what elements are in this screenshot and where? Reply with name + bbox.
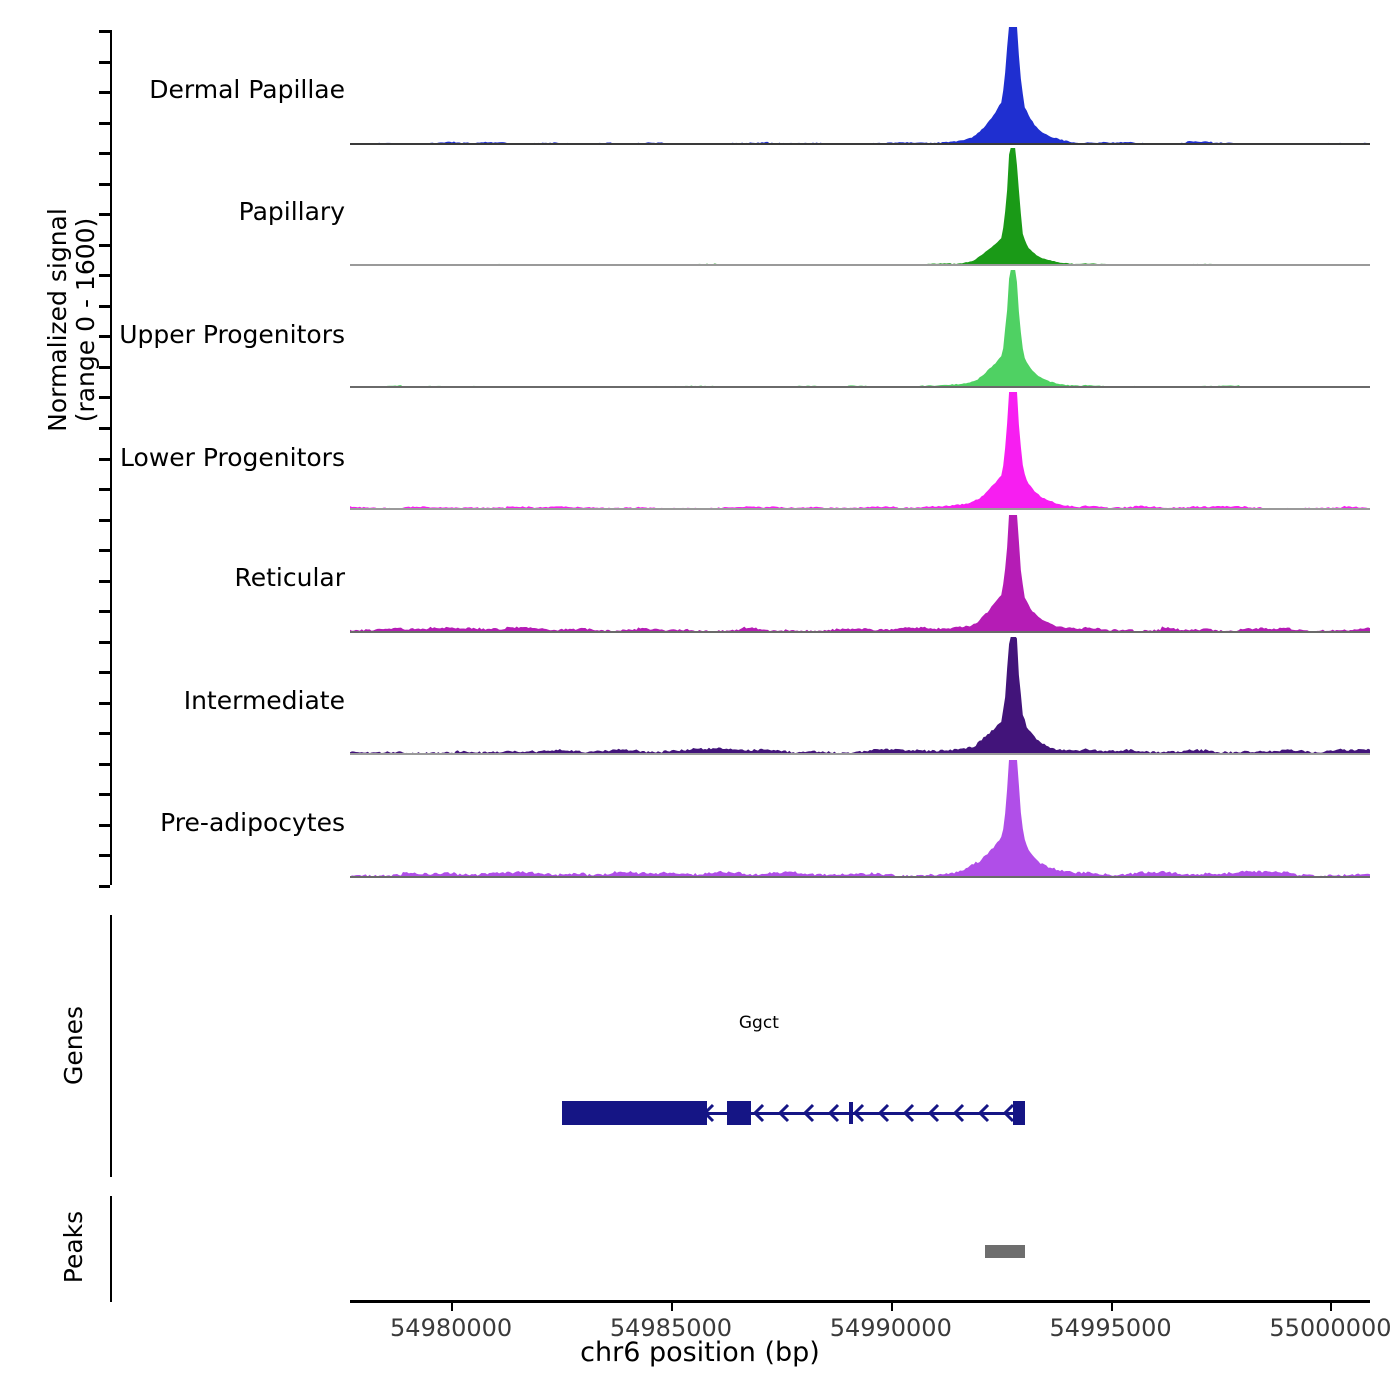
gene-exon bbox=[849, 1102, 853, 1124]
signal-y-tick bbox=[99, 121, 110, 125]
signal-y-tick bbox=[99, 91, 110, 95]
peaks-y-spine bbox=[110, 1196, 112, 1302]
signal-y-tick bbox=[99, 640, 110, 644]
track-label-upper-progenitors: Upper Progenitors bbox=[119, 320, 345, 349]
signal-tracks-panel: Dermal Papillae Papillary Upper Progenitor… bbox=[119, 27, 1370, 878]
x-axis-tick bbox=[670, 1303, 673, 1311]
signal-y-tick bbox=[99, 793, 110, 797]
signal-track bbox=[350, 27, 1370, 145]
x-axis-tick-label: 54990000 bbox=[829, 1314, 952, 1342]
y-axis-label-peaks: Peaks bbox=[58, 1192, 88, 1302]
signal-y-tick bbox=[99, 60, 110, 64]
signal-track bbox=[350, 270, 1370, 388]
track-label-lower-progenitors: Lower Progenitors bbox=[120, 443, 345, 472]
signal-y-tick bbox=[99, 732, 110, 736]
track-label-intermediate: Intermediate bbox=[183, 686, 345, 715]
track-label-papillary: Papillary bbox=[238, 197, 345, 226]
signal-y-tick bbox=[99, 518, 110, 522]
signal-y-tick bbox=[99, 549, 110, 553]
x-axis-tick-label: 55000000 bbox=[1269, 1314, 1392, 1342]
peak-feature bbox=[985, 1245, 1025, 1258]
signal-y-tick bbox=[99, 365, 110, 369]
signal-y-tick bbox=[99, 610, 110, 614]
signal-y-tick bbox=[99, 274, 110, 278]
peaks-label-text: Peaks bbox=[58, 1210, 88, 1284]
signal-y-tick bbox=[99, 396, 110, 400]
track-baseline bbox=[350, 386, 1370, 388]
x-axis-line bbox=[350, 1300, 1370, 1303]
x-axis-label: chr6 position (bp) bbox=[580, 1337, 820, 1368]
gene-exon bbox=[726, 1101, 752, 1125]
x-axis-tick-label: 54985000 bbox=[609, 1314, 733, 1342]
track-baseline bbox=[350, 508, 1370, 510]
track-baseline bbox=[350, 143, 1370, 145]
genes-y-spine bbox=[110, 915, 112, 1177]
gene-exon bbox=[561, 1101, 707, 1125]
signal-y-tick bbox=[99, 213, 110, 217]
signal-y-spine bbox=[99, 30, 112, 888]
signal-track bbox=[350, 148, 1370, 266]
gene-name-label: Ggct bbox=[738, 1013, 779, 1033]
signal-track bbox=[350, 515, 1370, 633]
x-axis-tick bbox=[451, 1303, 454, 1311]
signal-track bbox=[350, 637, 1370, 755]
track-label-reticular: Reticular bbox=[234, 563, 345, 592]
signal-y-tick bbox=[99, 304, 110, 308]
x-axis-tick bbox=[1330, 1303, 1333, 1311]
signal-y-tick bbox=[99, 823, 110, 827]
signal-y-tick bbox=[99, 885, 110, 888]
track-baseline bbox=[350, 753, 1370, 755]
gene-exon bbox=[1013, 1101, 1025, 1125]
track-baseline bbox=[350, 264, 1370, 266]
signal-y-tick bbox=[99, 762, 110, 766]
x-axis-tick bbox=[1110, 1303, 1113, 1311]
signal-track bbox=[350, 760, 1370, 878]
signal-y-tick bbox=[99, 579, 110, 583]
x-axis-tick bbox=[890, 1303, 893, 1311]
track-label-dermal-papillae: Dermal Papillae bbox=[149, 75, 345, 104]
x-axis-tick-label: 54995000 bbox=[1049, 1314, 1172, 1342]
track-baseline bbox=[350, 631, 1370, 633]
signal-y-tick bbox=[99, 426, 110, 430]
track-baseline bbox=[350, 876, 1370, 878]
x-axis-tick-label: 54980000 bbox=[390, 1314, 513, 1342]
signal-y-tick bbox=[99, 182, 110, 186]
signal-track bbox=[350, 392, 1370, 510]
signal-y-tick bbox=[99, 152, 110, 156]
signal-y-tick bbox=[99, 701, 110, 705]
track-label-pre-adipocytes: Pre-adipocytes bbox=[160, 808, 345, 837]
signal-y-tick bbox=[99, 488, 110, 492]
gene-intron-line bbox=[561, 1111, 1025, 1115]
signal-y-tick bbox=[99, 671, 110, 675]
signal-y-tick bbox=[99, 243, 110, 247]
signal-y-tick bbox=[99, 854, 110, 858]
signal-y-tick bbox=[99, 30, 110, 33]
signal-y-tick bbox=[99, 457, 110, 461]
signal-y-tick bbox=[99, 335, 110, 339]
